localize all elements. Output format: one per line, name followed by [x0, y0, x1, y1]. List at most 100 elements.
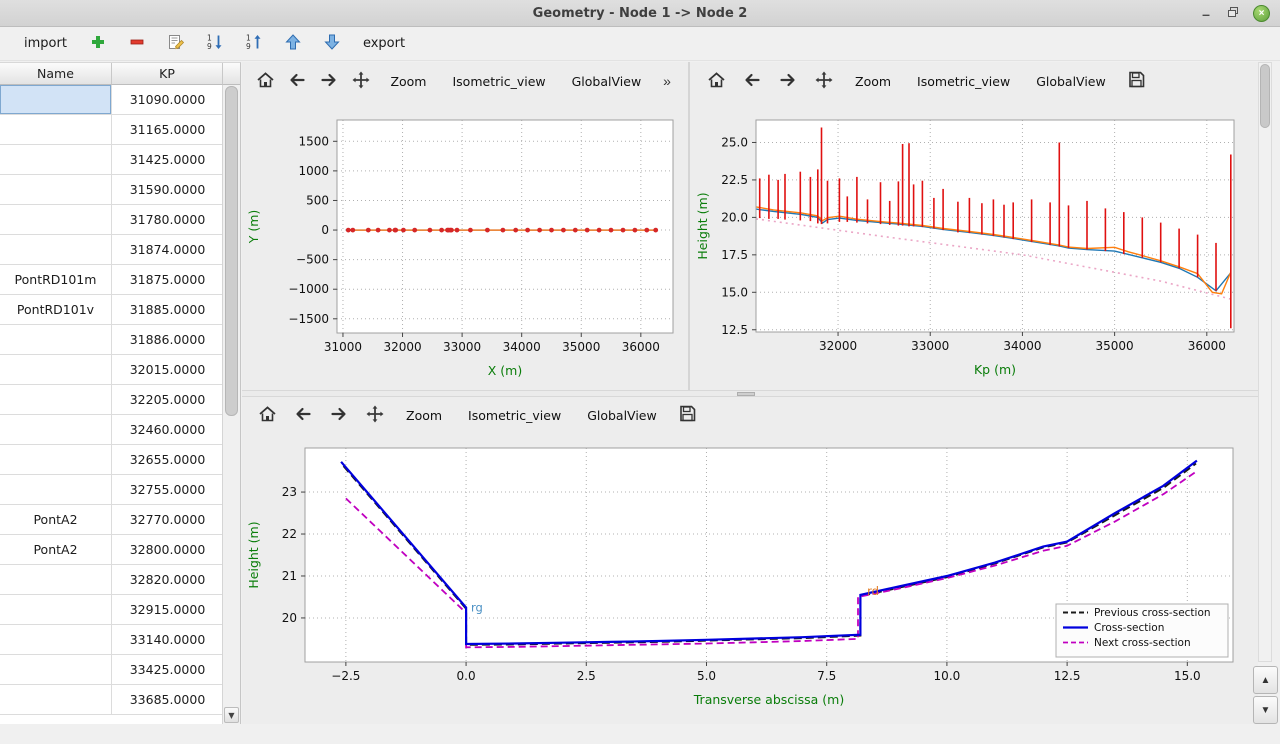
table-cell-name[interactable]	[0, 325, 112, 355]
table-cell-name[interactable]: PontRD101m	[0, 265, 112, 295]
table-cell-kp[interactable]: 32755.0000	[112, 475, 223, 505]
table-cell-kp[interactable]: 31780.0000	[112, 205, 223, 235]
zoom-button[interactable]: Zoom	[380, 69, 436, 94]
pan-button[interactable]	[360, 401, 390, 429]
table-cell-name[interactable]	[0, 445, 112, 475]
table-row[interactable]: 31165.0000	[0, 115, 223, 145]
import-button[interactable]: import	[20, 33, 71, 54]
table-scrollbar-thumb[interactable]	[225, 86, 238, 416]
table-cell-kp[interactable]: 32205.0000	[112, 385, 223, 415]
table-cell-name[interactable]	[0, 415, 112, 445]
minimize-button[interactable]: –	[1199, 6, 1213, 22]
table-cell-name[interactable]	[0, 145, 112, 175]
table-cell-name[interactable]	[0, 85, 112, 115]
home-button[interactable]	[252, 67, 278, 95]
profile-plot[interactable]: 32000 33000 34000 35000 36000 12.5 15.0 17.5 20.…	[691, 100, 1257, 390]
right-scrollbar[interactable]	[1258, 62, 1272, 662]
restore-button[interactable]	[1226, 5, 1240, 22]
table-row[interactable]: 32915.0000	[0, 595, 223, 625]
add-button[interactable]	[86, 32, 110, 56]
table-row[interactable]: PontA2 32800.0000	[0, 535, 223, 565]
table-cell-kp[interactable]: 31874.0000	[112, 235, 223, 265]
table-row[interactable]: 32460.0000	[0, 415, 223, 445]
table-cell-kp[interactable]: 31090.0000	[112, 85, 223, 115]
table-cell-name[interactable]	[0, 595, 112, 625]
table-cell-name[interactable]	[0, 205, 112, 235]
table-row[interactable]: 31780.0000	[0, 205, 223, 235]
table-cell-kp[interactable]: 32015.0000	[112, 355, 223, 385]
cross-section-plot[interactable]: −2.5 0.0 2.5 5.0 7.5 10.0 12.5 15.0 20 21 22 23 Tran…	[242, 433, 1256, 724]
table-row[interactable]: 33140.0000	[0, 625, 223, 655]
table-row[interactable]: PontRD101m 31875.0000	[0, 265, 223, 295]
table-cell-name[interactable]	[0, 175, 112, 205]
table-row[interactable]: PontA2 32770.0000	[0, 505, 223, 535]
table-cell-kp[interactable]: 32770.0000	[112, 505, 223, 535]
table-cell-name[interactable]: PontA2	[0, 505, 112, 535]
table-row[interactable]: 31425.0000	[0, 145, 223, 175]
globalview-button[interactable]: GlobalView	[562, 69, 652, 94]
globalview-button[interactable]: GlobalView	[1026, 69, 1116, 94]
table-cell-kp[interactable]: 33425.0000	[112, 655, 223, 685]
table-cell-name[interactable]	[0, 685, 112, 715]
xy-plot[interactable]: 31000 32000 33000 34000 35000 36000 −1500 −1000…	[242, 100, 687, 390]
table-cell-kp[interactable]: 32915.0000	[112, 595, 223, 625]
forward-button[interactable]	[773, 67, 803, 95]
splitter-handle[interactable]	[737, 392, 755, 396]
titlebar[interactable]: Geometry - Node 1 -> Node 2 – ×	[0, 0, 1280, 27]
table-row[interactable]: 33685.0000	[0, 685, 223, 715]
table-row[interactable]: 31590.0000	[0, 175, 223, 205]
table-row[interactable]: 32015.0000	[0, 355, 223, 385]
edit-button[interactable]	[164, 32, 188, 56]
back-button[interactable]	[284, 67, 310, 95]
table-row[interactable]: 32205.0000	[0, 385, 223, 415]
table-cell-kp[interactable]: 31886.0000	[112, 325, 223, 355]
table-cell-kp[interactable]: 32655.0000	[112, 445, 223, 475]
isometric-view-button[interactable]: Isometric_view	[442, 69, 555, 94]
back-button[interactable]	[288, 401, 318, 429]
column-header-kp[interactable]: KP	[112, 63, 223, 85]
table-cell-name[interactable]: PontA2	[0, 535, 112, 565]
table-row[interactable]: 32755.0000	[0, 475, 223, 505]
save-button[interactable]	[1122, 67, 1152, 95]
zoom-button[interactable]: Zoom	[845, 69, 901, 94]
table-cell-kp[interactable]: 33685.0000	[112, 685, 223, 715]
table-cell-name[interactable]	[0, 115, 112, 145]
table-scroll-down-button[interactable]: ▼	[224, 707, 239, 723]
isometric-view-button[interactable]: Isometric_view	[907, 69, 1020, 94]
zoom-button[interactable]: Zoom	[396, 403, 452, 428]
table-cell-name[interactable]	[0, 385, 112, 415]
remove-button[interactable]	[125, 32, 149, 56]
table-cell-name[interactable]	[0, 655, 112, 685]
table-cell-name[interactable]: PontRD101v	[0, 295, 112, 325]
right-scrollbar-thumb[interactable]	[1260, 64, 1270, 128]
horizontal-splitter[interactable]	[242, 390, 1258, 397]
table-cell-name[interactable]	[0, 565, 112, 595]
table-cell-name[interactable]	[0, 475, 112, 505]
table-row[interactable]: 32655.0000	[0, 445, 223, 475]
pan-button[interactable]	[809, 67, 839, 95]
table-row[interactable]: PontRD101v 31885.0000	[0, 295, 223, 325]
scroll-up-button[interactable]: ▲	[1253, 666, 1278, 694]
isometric-view-button[interactable]: Isometric_view	[458, 403, 571, 428]
export-button[interactable]: export	[359, 33, 409, 54]
table-row[interactable]: 33425.0000	[0, 655, 223, 685]
table-cell-name[interactable]	[0, 625, 112, 655]
move-up-button[interactable]	[281, 32, 305, 56]
home-button[interactable]	[701, 67, 731, 95]
forward-button[interactable]	[316, 67, 342, 95]
table-cell-kp[interactable]: 31875.0000	[112, 265, 223, 295]
table-cell-kp[interactable]: 33140.0000	[112, 625, 223, 655]
table-row[interactable]: 31874.0000	[0, 235, 223, 265]
pan-button[interactable]	[348, 67, 374, 95]
table-scrollbar[interactable]: ▼	[222, 85, 240, 724]
home-button[interactable]	[252, 401, 282, 429]
move-down-button[interactable]	[320, 32, 344, 56]
table-cell-kp[interactable]: 31590.0000	[112, 175, 223, 205]
table-cell-kp[interactable]: 31425.0000	[112, 145, 223, 175]
table-row[interactable]: 32820.0000	[0, 565, 223, 595]
table-row[interactable]: 31886.0000	[0, 325, 223, 355]
save-button[interactable]	[673, 401, 703, 429]
table-row[interactable]: 31090.0000	[0, 85, 223, 115]
globalview-button[interactable]: GlobalView	[577, 403, 667, 428]
